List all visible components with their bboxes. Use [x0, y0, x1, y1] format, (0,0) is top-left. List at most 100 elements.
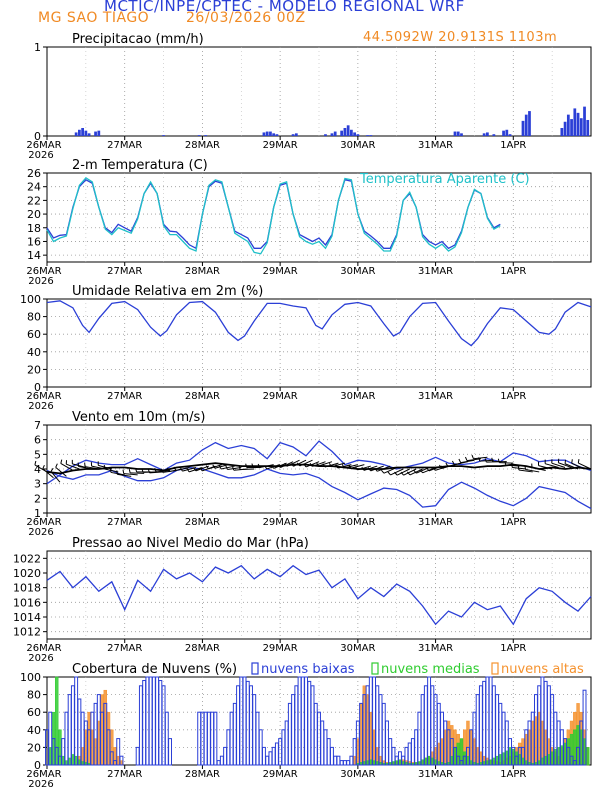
clouds-xtick-year: 2026	[28, 779, 53, 790]
clouds-xtick-label: 27MAR	[107, 769, 142, 780]
cloud-bar-nuvens-baixas	[300, 676, 305, 766]
precip-bar	[81, 127, 84, 136]
precip-bar	[486, 132, 489, 136]
wind-barb-tick	[497, 458, 500, 463]
cloud-bar-nuvens-baixas	[329, 746, 334, 766]
cloud-bar-nuvens-medias	[573, 729, 577, 766]
precip-bar	[583, 106, 586, 136]
humidity-ytick-label: 60	[27, 328, 41, 341]
wind-ytick-label: 7	[34, 419, 41, 432]
precip-bar	[563, 121, 567, 136]
wind-barb-tick	[257, 463, 261, 468]
cloud-bar-nuvens-baixas	[151, 676, 156, 766]
precip-bar	[294, 133, 298, 136]
wind-barb-tick	[504, 461, 507, 466]
wind-barb-tick	[290, 463, 294, 467]
wind-barb	[50, 471, 61, 483]
wind-barb-tick	[484, 458, 487, 463]
wind-barb-tick	[361, 466, 365, 471]
clouds-xtick-label: 29MAR	[263, 769, 298, 780]
cloud-bar-nuvens-baixas	[119, 755, 124, 766]
humidity-xtick-label: 27MAR	[107, 391, 142, 402]
wind-barb	[42, 468, 54, 479]
wind-barb	[227, 467, 242, 470]
precip-bar	[324, 134, 327, 136]
clouds-ytick-label: 40	[27, 724, 41, 737]
cloud-bar-nuvens-baixas	[378, 694, 383, 766]
pressure-xtick-label: 29MAR	[263, 643, 298, 654]
pressure-xtick-label: 1APR	[500, 643, 526, 654]
temperature-ytick-label: 20	[27, 208, 41, 221]
cloud-bar-nuvens-baixas	[582, 689, 587, 766]
cloud-bar-nuvens-baixas	[274, 742, 279, 766]
precip-bar	[269, 131, 272, 136]
wind-barb	[525, 469, 540, 473]
wind-barb	[84, 466, 99, 470]
precip-bar	[162, 135, 165, 136]
wind-barb-tick	[341, 464, 345, 469]
temperature-legend-apparent: Temperatura Aparente (C)	[359, 172, 530, 187]
legend-swatch	[491, 662, 499, 675]
temperature-xtick-label: 31MAR	[418, 266, 453, 277]
wind-barb	[460, 459, 475, 464]
temperature-xtick-label: 30MAR	[340, 266, 375, 277]
wind-barb-tick	[42, 464, 45, 470]
wind-barb-tick	[303, 463, 307, 468]
wind-ytick-label: 5	[34, 448, 41, 461]
clouds-xtick-label: 31MAR	[418, 769, 453, 780]
wind-barb-tick	[50, 467, 54, 472]
wind-barb	[363, 465, 378, 471]
pressure-xtick-label: 31MAR	[418, 643, 453, 654]
precip-bar	[272, 133, 276, 136]
precip-bar	[353, 132, 356, 136]
cloud-bar-nuvens-baixas	[116, 738, 121, 766]
temperature-ytick-label: 24	[27, 181, 41, 194]
pressure-ytick-label: 1020	[13, 567, 41, 580]
precip-title: Precipitacao (mm/h)	[72, 32, 204, 47]
cloud-bar-nuvens-baixas	[491, 685, 496, 766]
temperature-xtick-label: 1APR	[500, 266, 526, 277]
clouds-ytick-label: 100	[20, 671, 41, 684]
legend-swatch	[251, 662, 259, 675]
wind-barb-tick	[122, 469, 125, 474]
wind-barb-tick	[277, 464, 281, 468]
cloud-bar-nuvens-baixas	[70, 685, 75, 766]
clouds-xtick-label: 28MAR	[185, 769, 220, 780]
wind-barb	[117, 473, 132, 477]
precip-bar	[356, 134, 360, 136]
wind-barb	[78, 466, 93, 470]
wind-barb-tick	[231, 466, 235, 471]
wind-barb-tick	[451, 460, 455, 465]
precip-bar	[521, 120, 525, 136]
wind-barb	[466, 458, 481, 462]
clouds-xtick-label: 1APR	[500, 769, 526, 780]
pressure-series-line	[46, 564, 592, 626]
wind-barb-tick	[571, 459, 573, 464]
wind-barb-tick	[348, 464, 352, 469]
precip-bar	[291, 134, 295, 136]
cloud-bar-nuvens-baixas	[291, 694, 296, 766]
precip-bar	[453, 131, 457, 136]
precip-bar	[528, 111, 531, 136]
wind-barb-tick	[270, 464, 275, 469]
wind-xtick-label: 26MAR	[26, 517, 61, 528]
humidity-title: Umidade Relativa em 2m (%)	[72, 284, 263, 299]
cloud-bar-nuvens-baixas	[297, 676, 302, 766]
cloud-bar-nuvens-baixas	[213, 711, 218, 766]
wind-barb-tick	[354, 466, 358, 471]
wind-barb-tick	[55, 463, 58, 468]
precip-bar	[265, 131, 269, 136]
wind-barb	[324, 462, 339, 468]
wind-barb	[531, 467, 546, 471]
precip-xtick-label: 29MAR	[263, 140, 298, 151]
cloud-bar-nuvens-baixas	[346, 760, 351, 766]
cloud-bar-nuvens-baixas	[310, 685, 315, 766]
cloud-bar-nuvens-baixas	[294, 685, 299, 766]
precip-bar	[508, 134, 512, 136]
cloud-bar-nuvens-baixas	[197, 711, 202, 766]
wind-barb	[545, 463, 559, 469]
precip-ytick-label: 0	[34, 130, 41, 143]
wind-xtick-label: 31MAR	[418, 517, 453, 528]
cloud-bar-nuvens-baixas	[206, 711, 211, 766]
temperature-ytick-label: 22	[27, 194, 41, 207]
